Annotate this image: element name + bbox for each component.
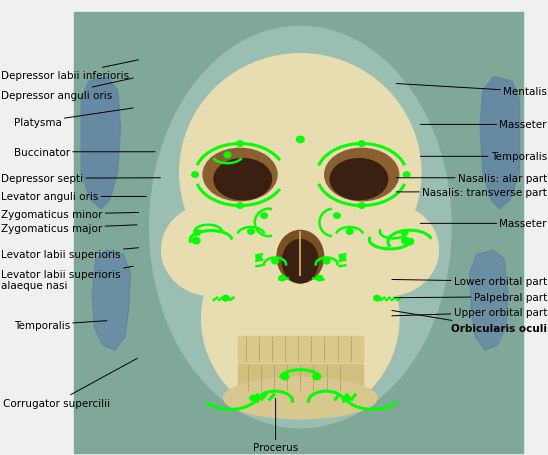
Circle shape [358, 142, 365, 147]
Circle shape [261, 213, 267, 219]
Text: Lower orbital part: Lower orbital part [392, 277, 547, 287]
Text: Palpebral part: Palpebral part [395, 292, 547, 302]
Circle shape [281, 374, 289, 380]
Text: Orbicularis oculi: Orbicularis oculi [392, 311, 547, 334]
Text: Zygomaticus minor: Zygomaticus minor [1, 210, 139, 220]
Bar [238, 364, 363, 391]
Text: Platysma: Platysma [14, 109, 133, 128]
Polygon shape [480, 77, 520, 209]
Circle shape [403, 172, 410, 178]
Circle shape [374, 296, 380, 301]
Circle shape [344, 395, 350, 401]
Circle shape [340, 256, 345, 260]
Ellipse shape [224, 378, 377, 419]
Circle shape [248, 229, 254, 235]
Text: Depressor septi: Depressor septi [1, 174, 161, 184]
Polygon shape [470, 250, 508, 350]
Text: Procerus: Procerus [253, 399, 298, 452]
Text: Levator labii superioris
alaeque nasi: Levator labii superioris alaeque nasi [1, 267, 133, 291]
Circle shape [224, 153, 231, 158]
Text: Temporalis: Temporalis [420, 152, 547, 162]
Circle shape [316, 276, 323, 281]
Circle shape [194, 230, 201, 236]
Circle shape [346, 229, 353, 235]
Circle shape [272, 259, 278, 264]
Text: Levator anguli oris: Levator anguli oris [1, 192, 146, 202]
Ellipse shape [283, 240, 318, 283]
Text: Nasalis: alar part: Nasalis: alar part [396, 173, 547, 183]
Text: Depressor anguli oris: Depressor anguli oris [1, 79, 133, 101]
Ellipse shape [277, 231, 323, 283]
Circle shape [237, 203, 243, 209]
Circle shape [406, 239, 414, 245]
Ellipse shape [150, 27, 451, 428]
Text: Masseter: Masseter [420, 120, 547, 130]
Polygon shape [81, 77, 121, 209]
Text: Levator labii superioris: Levator labii superioris [1, 248, 139, 260]
Circle shape [296, 137, 304, 143]
Text: Mentalis: Mentalis [396, 84, 547, 97]
Polygon shape [92, 250, 130, 350]
Ellipse shape [202, 218, 399, 419]
Ellipse shape [324, 149, 399, 201]
Text: Nasalis: transverse part: Nasalis: transverse part [396, 187, 547, 197]
Text: Corrugator supercilii: Corrugator supercilii [3, 359, 138, 408]
Ellipse shape [180, 55, 421, 291]
Text: Zygomaticus major: Zygomaticus major [1, 224, 137, 234]
Circle shape [334, 213, 340, 219]
Text: Upper orbital part: Upper orbital part [392, 308, 547, 318]
Text: Masseter: Masseter [420, 219, 547, 229]
Bar [74, 13, 523, 453]
Ellipse shape [340, 205, 438, 296]
Ellipse shape [330, 159, 387, 200]
Circle shape [256, 256, 261, 260]
Text: Depressor labii inferioris: Depressor labii inferioris [1, 61, 139, 81]
Circle shape [358, 203, 365, 209]
Circle shape [192, 238, 200, 244]
Ellipse shape [162, 205, 260, 296]
Circle shape [402, 238, 409, 244]
Circle shape [192, 172, 198, 178]
Bar [238, 337, 363, 362]
Ellipse shape [214, 159, 272, 200]
Circle shape [237, 142, 243, 147]
Circle shape [279, 276, 286, 281]
Circle shape [323, 259, 330, 264]
Text: Buccinator: Buccinator [14, 147, 155, 157]
Circle shape [250, 395, 256, 401]
Text: Temporalis: Temporalis [14, 320, 107, 330]
Circle shape [401, 230, 408, 236]
Circle shape [222, 296, 229, 301]
Circle shape [313, 374, 321, 380]
Ellipse shape [203, 149, 277, 201]
